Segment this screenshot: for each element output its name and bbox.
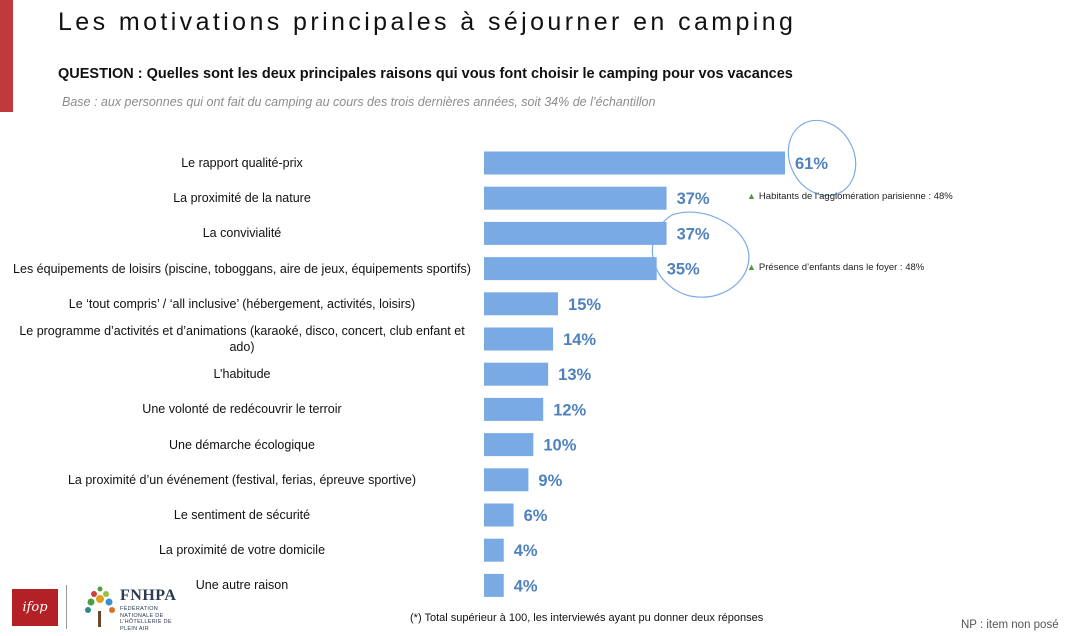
- category-label-7: Une volonté de redécouvrir le terroir: [142, 402, 342, 417]
- bar-0: [484, 151, 785, 175]
- bar-5: [484, 327, 554, 351]
- bar-8: [484, 433, 534, 457]
- value-label-8: 10%: [543, 437, 576, 455]
- fnhpa-subtitle: FÉDÉRATION NATIONALE DE L’HÔTELLERIE DE …: [120, 606, 172, 632]
- annotation-parisienne-text: Habitants de l’agglomération parisienne …: [758, 191, 953, 202]
- category-label-10: Le sentiment de sécurité: [173, 508, 311, 522]
- annotation-enfants-text: Présence d’enfants dans le foyer : 48%: [758, 262, 925, 273]
- up-triangle-icon: ▲: [747, 191, 756, 201]
- value-label-10: 6%: [524, 507, 548, 525]
- highlight-ellipse-top: [787, 119, 857, 197]
- fnhpa-name: FNHPA: [120, 587, 177, 604]
- bar-3: [484, 257, 657, 281]
- tree-icon: [85, 586, 115, 627]
- value-label-6: 13%: [558, 366, 591, 384]
- bar-2: [484, 221, 667, 245]
- category-label-9: La proximité d’un événement (festival, f…: [67, 472, 417, 487]
- bar-chart: 61% 37% 37% 35% 15% 14% 13% 12% 10% 9% 6% 4% 4%: [484, 119, 857, 597]
- bar-11: [484, 538, 504, 562]
- category-label-1: La proximité de la nature: [173, 191, 311, 206]
- category-label-8: Une démarche écologique: [169, 437, 315, 452]
- bar-12: [484, 573, 504, 597]
- value-label-4: 15%: [568, 296, 601, 314]
- value-labels-group: 61% 37% 37% 35% 15% 14% 13% 12% 10% 9% 6% 4% 4%: [514, 155, 829, 595]
- value-label-1: 37%: [677, 190, 710, 208]
- value-label-0: 61%: [795, 155, 828, 173]
- bar-10: [484, 503, 514, 527]
- value-label-9: 9%: [538, 472, 562, 490]
- category-label-2: La convivialité: [202, 226, 282, 241]
- category-label-4: Le ‘tout compris’ / ‘all inclusive’ (héb…: [68, 296, 416, 311]
- accent-bar: [0, 0, 13, 112]
- logo-divider: [66, 585, 67, 629]
- base-note: Base : aux personnes qui ont fait du cam…: [62, 95, 656, 109]
- bar-9: [484, 468, 529, 492]
- category-label-11: La proximité de votre domicile: [158, 543, 326, 558]
- value-label-7: 12%: [553, 401, 586, 419]
- annotation-parisienne: ▲ Habitants de l’agglomération parisienne…: [747, 191, 953, 202]
- up-triangle-icon: ▲: [747, 262, 756, 272]
- ifop-logo: ifop: [12, 589, 58, 626]
- annotation-enfants: ▲ Présence d’enfants dans le foyer : 48%: [747, 262, 924, 273]
- value-label-2: 37%: [677, 225, 710, 243]
- category-label-5: Le programme d’activités et d’animations…: [19, 324, 465, 354]
- ifop-logo-text: ifop: [22, 600, 48, 615]
- fnhpa-logo: FNHPA FÉDÉRATION NATIONALE DE L’HÔTELLER…: [80, 585, 190, 633]
- np-note: NP : item non posé: [961, 619, 1059, 631]
- value-label-5: 14%: [563, 331, 596, 349]
- bars-group: [484, 151, 785, 597]
- bar-1: [484, 186, 667, 210]
- category-label-3: Les équipements de loisirs (piscine, tob…: [13, 261, 471, 276]
- highlight-ellipse-bottom: [651, 211, 750, 298]
- value-label-11: 4%: [514, 542, 538, 560]
- category-label-6: L’habitude: [213, 367, 271, 382]
- value-label-3: 35%: [667, 261, 700, 279]
- bar-4: [484, 292, 559, 316]
- footnote: (*) Total supérieur à 100, les interview…: [410, 612, 764, 624]
- category-label-12: Une autre raison: [195, 578, 289, 593]
- question-text: QUESTION : Quelles sont les deux princip…: [58, 66, 793, 82]
- category-label-0: Le rapport qualité-prix: [181, 156, 303, 170]
- value-label-12: 4%: [514, 577, 538, 595]
- page-title: Les motivations principales à séjourner …: [58, 8, 797, 36]
- bar-7: [484, 397, 544, 421]
- bar-6: [484, 362, 549, 386]
